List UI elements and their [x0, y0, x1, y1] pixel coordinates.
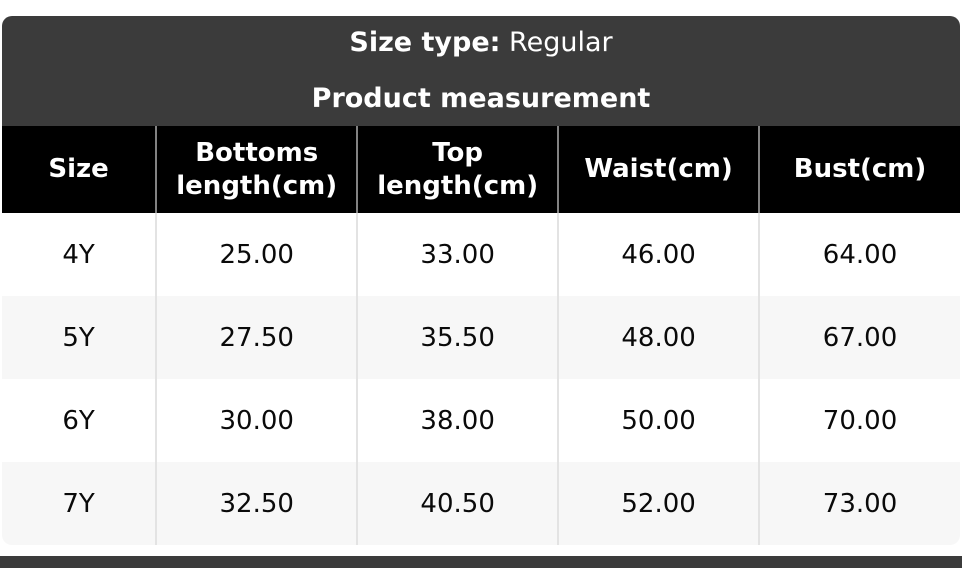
- column-header: Size: [2, 126, 158, 213]
- size-type-value: Regular: [509, 27, 613, 58]
- measurement-cell: 48.00: [557, 296, 761, 379]
- measurement-cell: 32.50: [155, 462, 359, 545]
- size-cell: 6Y: [2, 379, 158, 462]
- size-type-label: Size type:: [349, 27, 501, 58]
- measurement-cell: 64.00: [758, 213, 960, 296]
- size-chart-header-band: Size type: Regular Product measurement: [2, 16, 960, 126]
- table-row: 6Y 30.00 38.00 50.00 70.00: [2, 379, 960, 462]
- measurement-cell: 70.00: [758, 379, 960, 462]
- table-header-row: Size Bottoms length(cm) Top length(cm) Wais…: [2, 126, 960, 213]
- column-header: Bottoms length(cm): [155, 126, 359, 213]
- size-cell: 7Y: [2, 462, 158, 545]
- table-body: 4Y 25.00 33.00 46.00 64.00 5Y 27.50 35.50 48.00 6…: [2, 213, 960, 545]
- column-header: Bust(cm): [758, 126, 960, 213]
- measurement-cell: 33.00: [356, 213, 560, 296]
- measurement-cell: 50.00: [557, 379, 761, 462]
- next-section-strip: [0, 556, 962, 568]
- size-chart-card: Size type: Regular Product measurement S…: [2, 16, 960, 545]
- size-cell: 4Y: [2, 213, 158, 296]
- size-type-line: Size type: Regular: [349, 27, 612, 59]
- size-cell: 5Y: [2, 296, 158, 379]
- measurement-cell: 38.00: [356, 379, 560, 462]
- column-header: Top length(cm): [356, 126, 560, 213]
- measurement-cell: 35.50: [356, 296, 560, 379]
- measurement-cell: 25.00: [155, 213, 359, 296]
- measurement-cell: 52.00: [557, 462, 761, 545]
- measurement-cell: 40.50: [356, 462, 560, 545]
- measurement-cell: 27.50: [155, 296, 359, 379]
- table-row: 5Y 27.50 35.50 48.00 67.00: [2, 296, 960, 379]
- measurement-cell: 67.00: [758, 296, 960, 379]
- column-header: Waist(cm): [557, 126, 761, 213]
- measurement-cell: 30.00: [155, 379, 359, 462]
- measurement-table: Size Bottoms length(cm) Top length(cm) Wais…: [2, 126, 960, 545]
- measurement-cell: 73.00: [758, 462, 960, 545]
- table-row: 4Y 25.00 33.00 46.00 64.00: [2, 213, 960, 296]
- table-row: 7Y 32.50 40.50 52.00 73.00: [2, 462, 960, 545]
- product-measurement-title: Product measurement: [311, 83, 651, 114]
- measurement-cell: 46.00: [557, 213, 761, 296]
